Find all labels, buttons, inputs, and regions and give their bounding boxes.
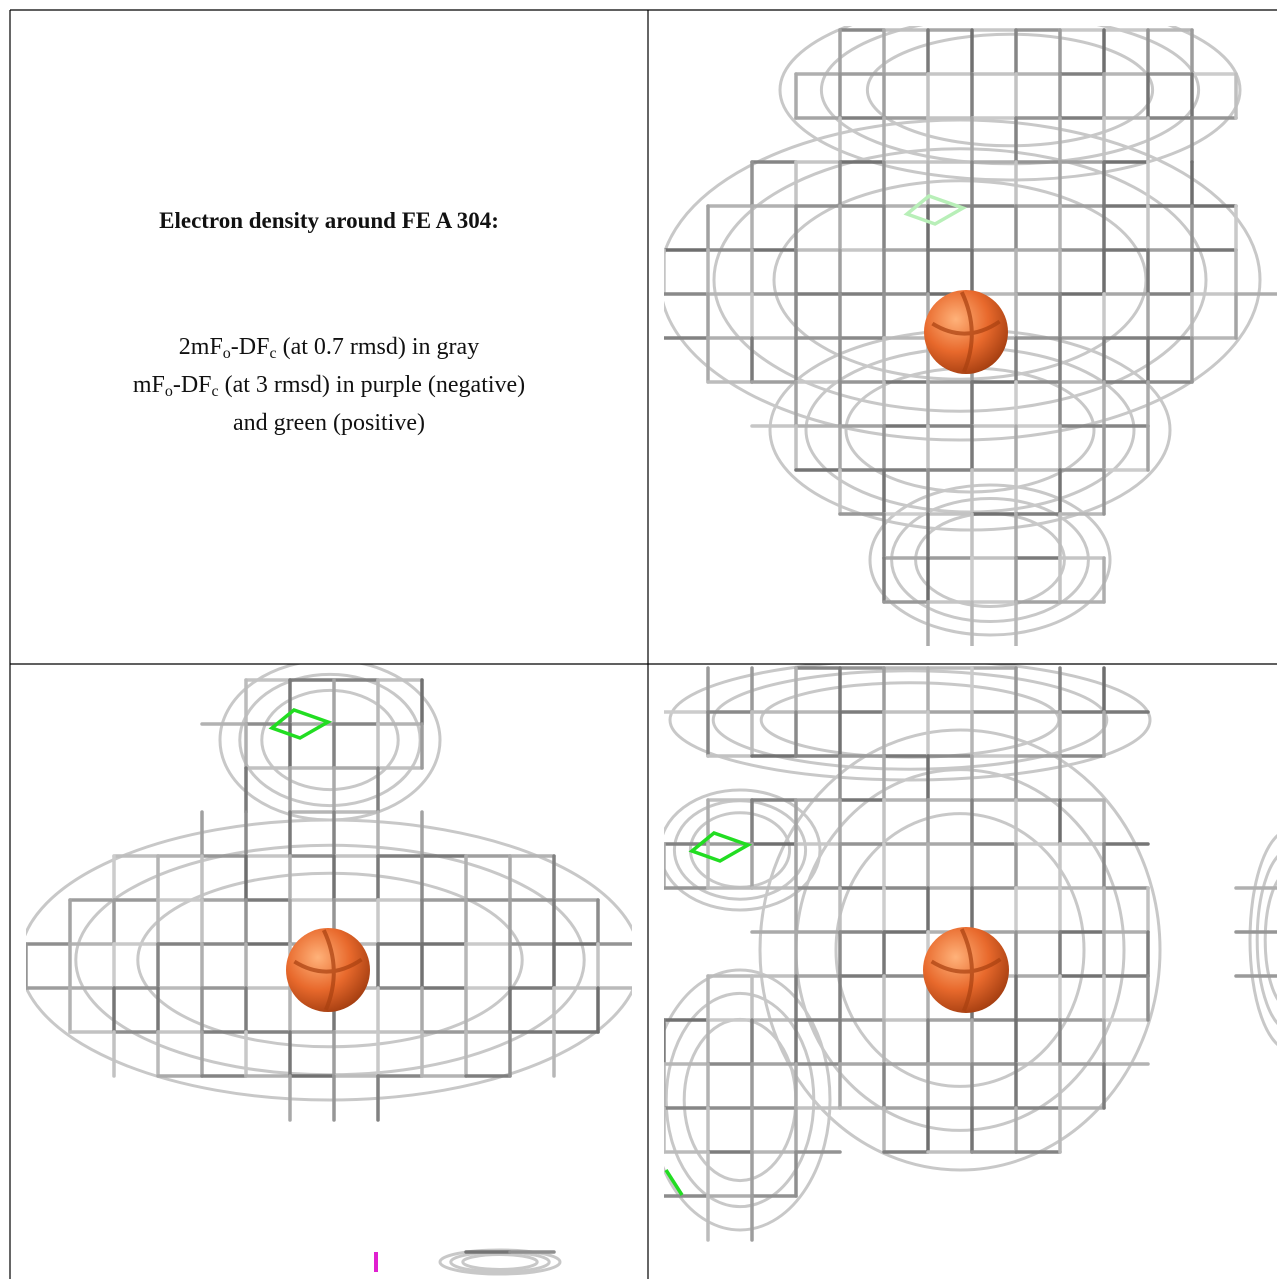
mesh-contour (868, 483, 1112, 637)
caption-text: (at 3 rmsd) in purple (negative) (218, 372, 526, 398)
atom-shading (293, 929, 363, 1011)
subscript: o (222, 345, 231, 362)
mesh-contour (136, 871, 524, 1049)
density-panel-1 (664, 26, 1277, 646)
caption-text: -DF (230, 334, 270, 360)
mesh-contour (1263, 879, 1277, 1001)
mesh-contour (238, 672, 422, 808)
mesh-contour (664, 118, 1262, 442)
mesh-contour (218, 664, 442, 822)
caption-title: Electron density around FE A 304: (159, 208, 499, 233)
subscript: c (211, 383, 219, 400)
atom-shading (930, 928, 1002, 1012)
caption-text: mF (132, 372, 165, 398)
mesh-contour (664, 968, 832, 1232)
mesh-contour (682, 1017, 798, 1183)
mesh-contour (664, 788, 822, 912)
positive-density (688, 831, 753, 863)
mesh-contour (260, 688, 400, 792)
mesh-contour (772, 179, 1148, 381)
mesh-contour (461, 1253, 539, 1271)
caption-text: 2mF (178, 334, 223, 360)
mesh-contour (1255, 854, 1277, 1026)
caption-line: mFo-DFc (at 3 rmsd) in purple (negative) (10, 366, 648, 404)
caption-text: -DF (172, 372, 212, 398)
mesh-contour (664, 991, 816, 1209)
caption-line: and green (positive) (10, 404, 648, 442)
positive-density (268, 708, 333, 740)
positive-density (903, 194, 968, 226)
mesh-contour (712, 147, 1208, 413)
density-panel-2 (26, 664, 632, 1276)
mesh-contour (758, 728, 1162, 1172)
mesh-contour (668, 664, 1152, 782)
caption-lines: 2mFo-DFc (at 0.7 rmsd) in gray mFo-DFc (a… (10, 328, 648, 442)
mesh-contour (778, 26, 1242, 182)
mesh-contour (865, 32, 1155, 148)
mesh-contour (914, 512, 1066, 608)
density-panel-3 (664, 664, 1277, 1242)
mesh-contour (759, 681, 1061, 759)
positive-density (664, 1169, 684, 1196)
mesh-contour (834, 812, 1086, 1088)
mesh-contour (819, 26, 1201, 166)
mesh-contour (438, 1248, 562, 1276)
mesh-contour (26, 818, 632, 1102)
negative-density (374, 1252, 378, 1272)
atom-shading (931, 291, 1001, 373)
caption-text: and green (positive) (233, 410, 425, 436)
subscript: o (164, 383, 173, 400)
caption-text: (at 0.7 rmsd) in gray (276, 334, 480, 360)
subscript: c (269, 345, 277, 362)
mesh-contour (711, 669, 1109, 771)
caption-line: 2mFo-DFc (at 0.7 rmsd) in gray (10, 328, 648, 366)
mesh-contour (890, 497, 1090, 623)
mesh-contour (1248, 833, 1277, 1047)
